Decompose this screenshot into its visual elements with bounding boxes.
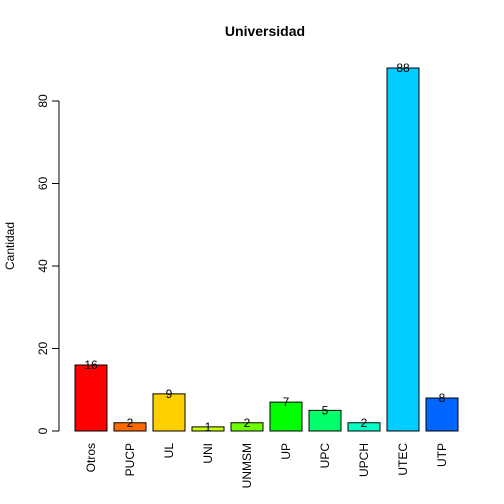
x-tick-label-pucp: PUCP — [123, 443, 137, 476]
x-tick-label-upc: UPC — [318, 443, 332, 469]
bar-otros — [74, 364, 108, 432]
data-label-utp: 8 — [439, 391, 446, 405]
y-tick-label: 20 — [36, 342, 50, 356]
x-tick-label-ul: UL — [162, 443, 176, 459]
x-tick-label-up: UP — [279, 443, 293, 460]
bar-up — [269, 401, 303, 432]
bar-utp — [425, 397, 459, 432]
x-tick-label-utp: UTP — [435, 443, 449, 467]
data-label-upch: 2 — [361, 416, 368, 430]
chart-title: Universidad — [225, 23, 305, 39]
data-label-utec: 88 — [396, 61, 410, 75]
x-tick-label-upch: UPCH — [357, 443, 371, 477]
x-tick-label-otros: Otros — [84, 443, 98, 472]
data-label-otros: 16 — [84, 358, 98, 372]
y-axis: 0 20 40 60 80 — [36, 94, 60, 434]
bar-upc — [308, 409, 342, 432]
y-tick-label: 80 — [36, 94, 50, 108]
bar-ul — [152, 393, 186, 432]
bar-uni — [191, 426, 225, 432]
x-axis-labels: Otros PUCP UL UNI UNMSM UP UPC UPCH UTEC UTP — [84, 443, 449, 489]
data-label-uni: 1 — [205, 420, 212, 434]
x-tick-label-unmsm: UNMSM — [240, 443, 254, 488]
data-label-unmsm: 2 — [244, 416, 251, 430]
x-tick-label-utec: UTEC — [396, 443, 410, 476]
bars — [74, 67, 459, 432]
bar-utec — [386, 67, 420, 432]
x-tick-label-uni: UNI — [201, 443, 215, 464]
bar-upch — [347, 422, 381, 432]
y-tick-label: 0 — [36, 427, 50, 434]
bar-unmsm — [230, 422, 264, 432]
y-tick-label: 40 — [36, 259, 50, 273]
data-label-up: 7 — [283, 395, 290, 409]
y-axis-label: Cantidad — [3, 222, 17, 270]
data-label-ul: 9 — [166, 387, 173, 401]
y-tick-label: 60 — [36, 177, 50, 191]
data-label-upc: 5 — [322, 403, 329, 417]
bar-pucp — [113, 422, 147, 432]
data-label-pucp: 2 — [127, 416, 134, 430]
